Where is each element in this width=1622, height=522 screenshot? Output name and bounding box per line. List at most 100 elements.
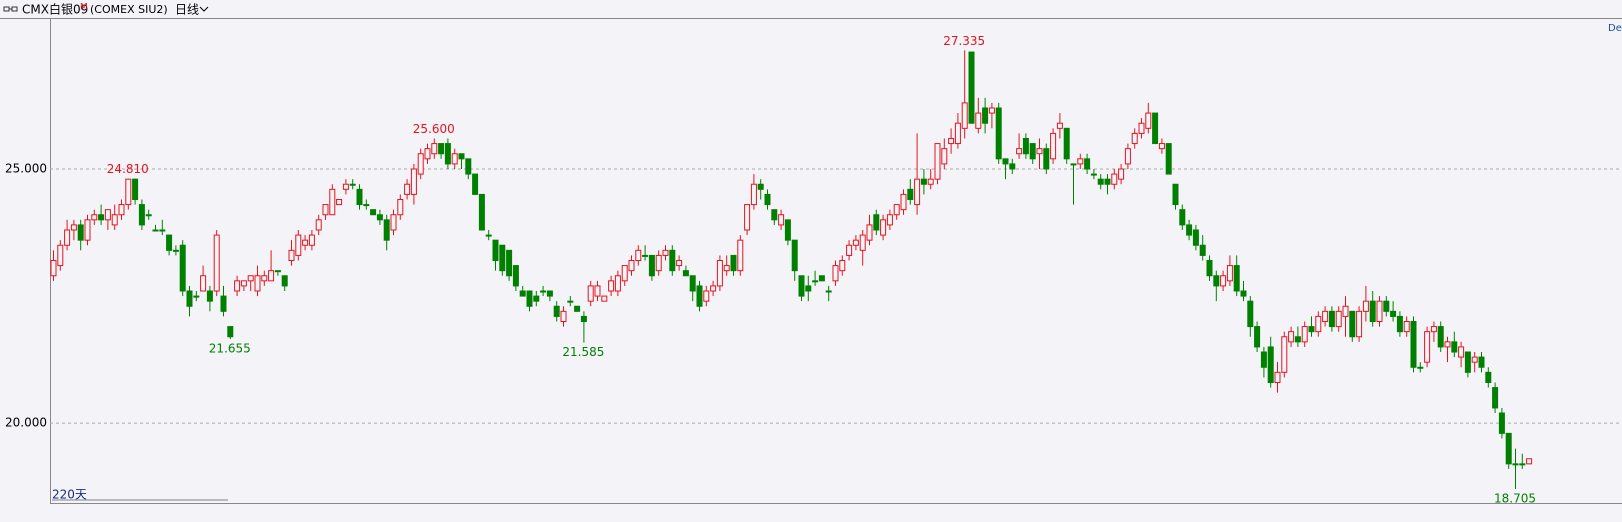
candle-body xyxy=(1424,331,1431,363)
candle-body xyxy=(410,168,417,195)
candle-body xyxy=(1029,143,1036,160)
candle-body xyxy=(431,143,438,155)
candle-body xyxy=(118,204,125,216)
candle-body xyxy=(1131,132,1138,145)
candle-body xyxy=(642,254,649,257)
candle-body xyxy=(465,158,472,175)
candle-body xyxy=(363,204,370,207)
candle-body xyxy=(1396,315,1403,333)
candle-body xyxy=(682,270,689,277)
candle-body xyxy=(750,183,757,206)
candle-body xyxy=(234,280,241,292)
candle-body xyxy=(1233,265,1240,292)
candle-body xyxy=(1464,351,1471,373)
candle-body xyxy=(261,275,268,282)
candle-body xyxy=(614,275,621,292)
candle-body xyxy=(1104,178,1111,185)
candle-body xyxy=(873,214,880,231)
candle-body xyxy=(50,260,57,277)
candle-body xyxy=(206,290,213,302)
candle-body xyxy=(1498,412,1505,434)
candle-body xyxy=(1519,463,1526,466)
candle-body xyxy=(478,193,485,231)
candle-body xyxy=(1009,163,1016,170)
candle-body xyxy=(1410,321,1417,368)
candle-body xyxy=(975,112,982,129)
footer-label: 220天 xyxy=(52,488,87,502)
candle-body xyxy=(941,148,948,165)
candle-body xyxy=(920,178,927,185)
candle-body xyxy=(839,260,846,272)
candle-body xyxy=(540,290,547,293)
candle-body xyxy=(512,265,519,287)
candle-body xyxy=(186,290,193,307)
candle-body xyxy=(254,275,261,292)
candle-body xyxy=(288,249,295,262)
candle-body xyxy=(927,178,934,185)
candle-body xyxy=(553,305,560,317)
candle-body xyxy=(308,234,315,246)
candle-body xyxy=(805,285,812,292)
candle-body xyxy=(662,249,669,256)
candle-body xyxy=(159,229,166,232)
candle-body xyxy=(988,107,995,114)
candle-body xyxy=(1315,315,1322,333)
candle-body xyxy=(329,188,336,216)
candle-body xyxy=(472,173,479,195)
candle-body xyxy=(798,275,805,297)
candle-body xyxy=(1335,310,1342,328)
candle-body xyxy=(519,290,526,297)
candle-body xyxy=(240,280,247,287)
candle-body xyxy=(424,148,431,160)
candle-body xyxy=(1342,305,1349,317)
corner-link[interactable]: Del xyxy=(1608,23,1622,34)
candle-body xyxy=(336,198,343,206)
dropdown-arrow[interactable] xyxy=(199,6,209,12)
candle-body xyxy=(1281,336,1288,373)
candle-body xyxy=(689,275,696,292)
candle-body xyxy=(1084,158,1091,170)
candle-body xyxy=(295,234,302,256)
symbol: CMX白银09 xyxy=(22,2,88,17)
candle-body xyxy=(356,188,363,206)
candle-body xyxy=(1050,132,1057,160)
candle-body xyxy=(818,275,825,282)
candle-body xyxy=(1322,310,1329,323)
candle-body xyxy=(669,249,676,272)
candle-body xyxy=(866,224,873,241)
candle-body xyxy=(1063,127,1070,160)
candle-body xyxy=(172,249,179,252)
candle-body xyxy=(274,270,281,273)
candle-body xyxy=(574,305,581,312)
candle-body xyxy=(791,239,798,272)
candle-body xyxy=(98,214,105,221)
candle-body xyxy=(458,153,465,160)
candle-body xyxy=(70,224,77,231)
candle-body xyxy=(1118,168,1125,180)
candle-body xyxy=(1349,310,1356,338)
candle-body xyxy=(934,143,941,180)
period-selector[interactable]: 日线 xyxy=(175,3,199,17)
candle-body xyxy=(1111,173,1118,185)
candle-body xyxy=(567,300,574,303)
candle-body xyxy=(247,275,254,282)
candle-body xyxy=(1260,351,1267,368)
candle-body xyxy=(676,260,683,267)
candle-body xyxy=(812,280,819,283)
candle-body xyxy=(1016,148,1023,155)
candle-body xyxy=(1308,326,1315,333)
candle-body xyxy=(438,143,445,155)
candle-body xyxy=(179,244,186,292)
candle-body xyxy=(57,244,64,267)
candle-body xyxy=(757,183,764,190)
candle-body xyxy=(621,265,628,282)
extreme-label: 21.585 xyxy=(562,345,604,359)
candle-body xyxy=(417,153,424,175)
candle-body xyxy=(628,260,635,272)
candle-body xyxy=(1294,336,1301,343)
candle-body xyxy=(404,183,411,195)
candle-body xyxy=(390,214,397,231)
candle-body xyxy=(968,51,975,124)
candle-body xyxy=(1288,331,1295,343)
extreme-label: 21.655 xyxy=(209,342,251,356)
